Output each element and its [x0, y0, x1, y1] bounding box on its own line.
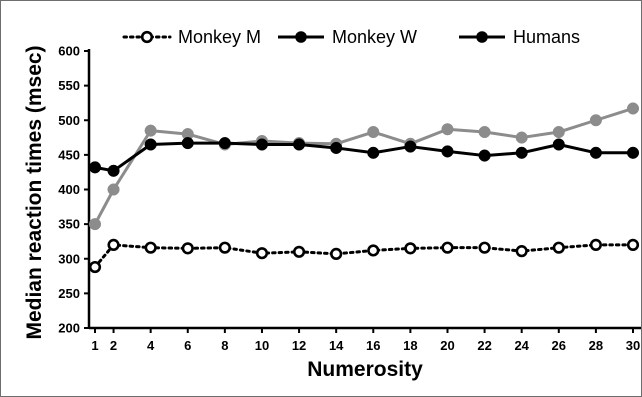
legend-label: Monkey M — [178, 27, 261, 47]
data-point-monkey-m — [255, 247, 269, 260]
data-point-monkey-m — [330, 247, 343, 261]
y-tick-label: 500 — [58, 113, 80, 128]
series-monkey-w — [88, 137, 640, 177]
data-point-humans — [107, 183, 120, 196]
x-axis-label: Numerosity — [307, 358, 423, 381]
x-tick-label: 10 — [255, 338, 269, 353]
data-point-monkey-m — [181, 242, 194, 255]
series-layer — [88, 102, 640, 274]
legend-label: Monkey W — [332, 27, 417, 47]
data-point-monkey-w — [441, 145, 454, 158]
data-point-humans — [441, 123, 454, 136]
data-point-monkey-m — [367, 244, 380, 257]
data-point-monkey-m — [88, 260, 102, 274]
data-point-humans — [552, 125, 565, 139]
data-point-humans — [589, 114, 602, 127]
x-tick-label: 6 — [184, 338, 191, 353]
y-tick-label: 400 — [58, 182, 80, 197]
data-point-monkey-w — [144, 138, 157, 151]
x-tick-label: 12 — [292, 338, 306, 353]
data-point-humans — [367, 125, 380, 139]
x-tick-label: 1 — [91, 338, 98, 353]
legend-item-monkey-m: Monkey M — [122, 27, 261, 47]
data-point-monkey-m — [292, 245, 306, 258]
data-point-monkey-w — [255, 138, 269, 151]
x-tick-label: 4 — [147, 338, 155, 353]
y-tick-label: 200 — [58, 321, 80, 336]
data-point-monkey-w — [107, 164, 120, 177]
x-tick-label: 18 — [403, 338, 417, 353]
y-tick-label: 550 — [58, 78, 80, 93]
x-tick-label: 24 — [514, 338, 529, 353]
x-tick-label: 26 — [552, 338, 566, 353]
legend-item-monkey-w: Monkey W — [278, 27, 417, 47]
legend-label: Humans — [513, 27, 580, 47]
series-humans — [88, 102, 640, 231]
axes — [87, 49, 641, 330]
data-point-monkey-m — [441, 241, 454, 254]
data-point-monkey-w — [404, 140, 417, 153]
legend-swatch-marker — [476, 31, 488, 43]
y-tick-label: 300 — [58, 251, 80, 266]
data-point-humans — [626, 102, 640, 115]
y-tick-label: 250 — [58, 286, 80, 301]
series-monkey-m — [88, 238, 640, 274]
data-point-monkey-w — [515, 146, 528, 159]
legend-item-humans: Humans — [459, 27, 580, 47]
x-tick-label: 28 — [589, 338, 603, 353]
data-point-monkey-m — [552, 241, 565, 254]
data-point-monkey-m — [107, 238, 120, 251]
data-point-monkey-w — [552, 138, 565, 151]
data-point-monkey-m — [144, 241, 157, 254]
data-point-monkey-w — [367, 146, 380, 159]
y-axis-label: Median reaction times (msec) — [23, 45, 46, 339]
data-point-humans — [478, 125, 491, 139]
data-point-monkey-w — [330, 141, 343, 154]
data-point-monkey-m — [589, 238, 602, 251]
data-point-humans — [144, 124, 157, 137]
x-tick-label: 30 — [626, 338, 640, 353]
data-point-humans — [88, 218, 102, 231]
x-tick-label: 14 — [329, 338, 344, 353]
data-point-monkey-m — [478, 241, 491, 254]
x-tick-label: 16 — [366, 338, 380, 353]
data-point-monkey-w — [626, 146, 640, 159]
data-point-monkey-w — [218, 137, 231, 150]
y-tick-label: 600 — [58, 44, 80, 59]
x-tick-label: 2 — [110, 338, 117, 353]
legend: Monkey M Monkey W Humans — [122, 27, 580, 47]
series-line-monkey-w — [94, 141, 633, 173]
data-point-monkey-w — [181, 137, 194, 150]
series-line-monkey-m — [93, 243, 635, 269]
x-tick-label: 20 — [440, 338, 454, 353]
legend-swatch-marker — [140, 30, 154, 44]
data-point-humans — [515, 131, 528, 144]
data-point-monkey-m — [626, 238, 640, 251]
legend-swatch-marker — [295, 31, 307, 43]
series-line-humans — [93, 107, 634, 225]
data-point-monkey-w — [293, 138, 306, 151]
data-point-monkey-w — [589, 146, 602, 159]
data-point-monkey-w — [88, 161, 102, 174]
y-tick-label: 450 — [58, 147, 80, 162]
x-tick-label: 22 — [477, 338, 491, 353]
data-point-monkey-m — [515, 245, 528, 258]
data-point-monkey-w — [478, 149, 491, 162]
data-point-monkey-m — [404, 242, 417, 255]
data-point-monkey-m — [218, 241, 231, 254]
y-tick-label: 350 — [58, 217, 80, 232]
x-tick-label: 8 — [221, 338, 228, 353]
